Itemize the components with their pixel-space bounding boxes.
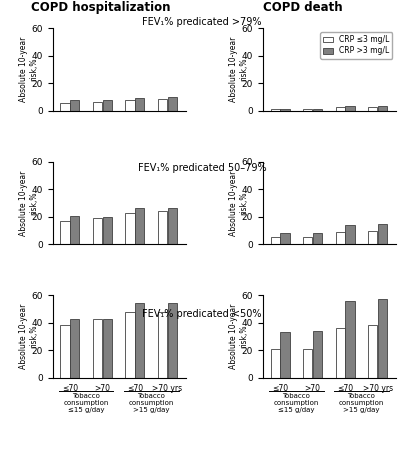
Bar [336, 232, 345, 244]
Bar [103, 217, 112, 244]
Bar [135, 303, 145, 378]
Bar [303, 349, 312, 378]
Bar [368, 231, 377, 244]
Text: FEV₁% predicated >79%: FEV₁% predicated >79% [142, 17, 262, 26]
Bar [345, 301, 355, 378]
Y-axis label: Absolute 10-year
risk,%: Absolute 10-year risk,% [229, 303, 248, 369]
Text: >70: >70 [95, 385, 110, 394]
Bar [313, 233, 322, 244]
Bar [280, 332, 290, 378]
Y-axis label: Absolute 10-year
risk,%: Absolute 10-year risk,% [19, 170, 38, 236]
Bar [303, 237, 312, 244]
Text: >70 yrs: >70 yrs [152, 385, 183, 394]
Bar [158, 312, 167, 378]
Bar [135, 209, 145, 244]
Text: COPD hospitalization: COPD hospitalization [31, 1, 171, 14]
Y-axis label: Absolute 10-year
risk,%: Absolute 10-year risk,% [229, 170, 248, 236]
Text: FEV₁% predicated 50–79%: FEV₁% predicated 50–79% [138, 163, 266, 173]
Bar [313, 331, 322, 378]
Bar [168, 303, 177, 378]
Text: ≤70: ≤70 [127, 385, 143, 394]
Bar [125, 213, 135, 244]
Bar [271, 237, 280, 244]
Bar [303, 110, 312, 111]
Bar [60, 325, 69, 378]
Bar [345, 225, 355, 244]
Bar [70, 319, 80, 378]
Bar [93, 102, 102, 111]
Bar [378, 106, 387, 111]
Bar [336, 107, 345, 111]
Text: COPD death: COPD death [263, 1, 343, 14]
Text: ≤70: ≤70 [337, 385, 353, 394]
Text: ≤70: ≤70 [272, 385, 288, 394]
Bar [158, 99, 167, 111]
Bar [60, 103, 69, 111]
Y-axis label: Absolute 10-year
risk,%: Absolute 10-year risk,% [229, 37, 248, 102]
Text: Tobacco
consumption
>15 g/day: Tobacco consumption >15 g/day [339, 393, 384, 413]
Bar [125, 312, 135, 378]
Legend: CRP ≤3 mg/L, CRP >3 mg/L: CRP ≤3 mg/L, CRP >3 mg/L [320, 32, 392, 59]
Bar [368, 325, 377, 378]
Y-axis label: Absolute 10-year
risk,%: Absolute 10-year risk,% [19, 303, 38, 369]
Text: ≤70: ≤70 [62, 385, 78, 394]
Bar [168, 209, 177, 244]
Bar [168, 97, 177, 111]
Bar [368, 107, 377, 111]
Bar [70, 216, 80, 244]
Text: Tobacco
consumption
>15 g/day: Tobacco consumption >15 g/day [128, 393, 174, 413]
Bar [60, 221, 69, 244]
Bar [70, 101, 80, 111]
Y-axis label: Absolute 10-year
risk,%: Absolute 10-year risk,% [19, 37, 38, 102]
Text: Tobacco
consumption
≤15 g/day: Tobacco consumption ≤15 g/day [274, 393, 319, 413]
Text: >70 yrs: >70 yrs [363, 385, 393, 394]
Bar [158, 211, 167, 244]
Bar [378, 224, 387, 244]
Bar [93, 218, 102, 244]
Bar [135, 98, 145, 111]
Bar [336, 328, 345, 378]
Bar [271, 110, 280, 111]
Bar [378, 299, 387, 378]
Text: >70: >70 [305, 385, 321, 394]
Text: FEV₁% predicated <50%: FEV₁% predicated <50% [142, 309, 262, 319]
Bar [125, 101, 135, 111]
Bar [280, 109, 290, 111]
Bar [103, 101, 112, 111]
Bar [280, 233, 290, 244]
Bar [271, 349, 280, 378]
Bar [93, 319, 102, 378]
Bar [103, 319, 112, 378]
Text: Tobacco
consumption
≤15 g/day: Tobacco consumption ≤15 g/day [63, 393, 109, 413]
Bar [313, 109, 322, 111]
Bar [345, 106, 355, 111]
